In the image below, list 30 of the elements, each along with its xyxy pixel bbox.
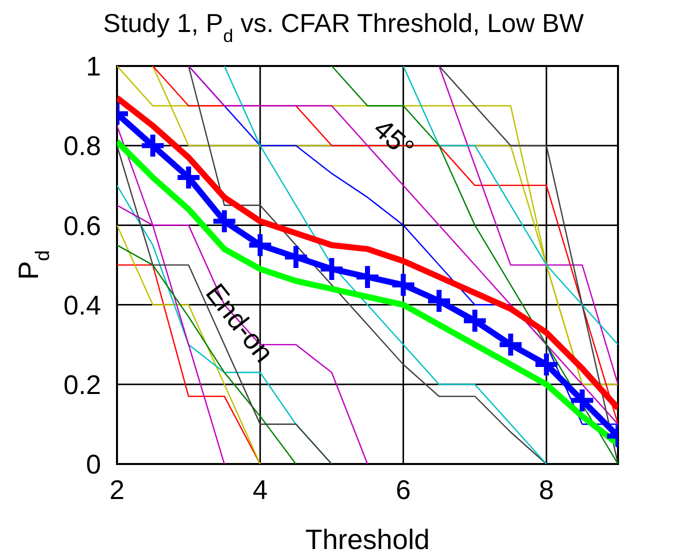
chart-title: Study 1, P$_{d}$ vs. CFAR Threshold, Low BW [103, 8, 584, 46]
x-tick-label: 2 [109, 475, 125, 506]
point [178, 166, 200, 188]
y-tick-label: 0.8 [63, 131, 101, 162]
point [464, 310, 486, 332]
y-tick-label: 1 [86, 52, 101, 82]
point [284, 246, 307, 268]
y-tick-label: 0.2 [63, 370, 101, 400]
point [213, 210, 236, 232]
point [142, 134, 164, 157]
x-tick-label: 8 [538, 475, 554, 506]
point [535, 354, 558, 376]
line-series [438, 66, 618, 386]
y-tick-label: 0.4 [63, 290, 101, 320]
x-tick-label: 6 [396, 475, 411, 506]
point [249, 234, 272, 256]
x-tick-label: 4 [252, 475, 268, 506]
point [571, 389, 594, 412]
point [320, 258, 343, 280]
point [428, 290, 450, 312]
point [392, 274, 414, 296]
line-series [438, 66, 618, 464]
x-axis-title: Threshold [305, 524, 430, 553]
line-series [331, 66, 618, 464]
y-tick-label: 0 [86, 450, 101, 480]
line-series [117, 244, 297, 464]
y-tick-label: 0.6 [63, 210, 101, 241]
point [356, 266, 378, 288]
point [500, 334, 522, 356]
annotation: 45° [368, 112, 420, 164]
